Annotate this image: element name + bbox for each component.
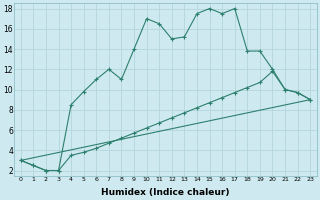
X-axis label: Humidex (Indice chaleur): Humidex (Indice chaleur)	[101, 188, 230, 197]
